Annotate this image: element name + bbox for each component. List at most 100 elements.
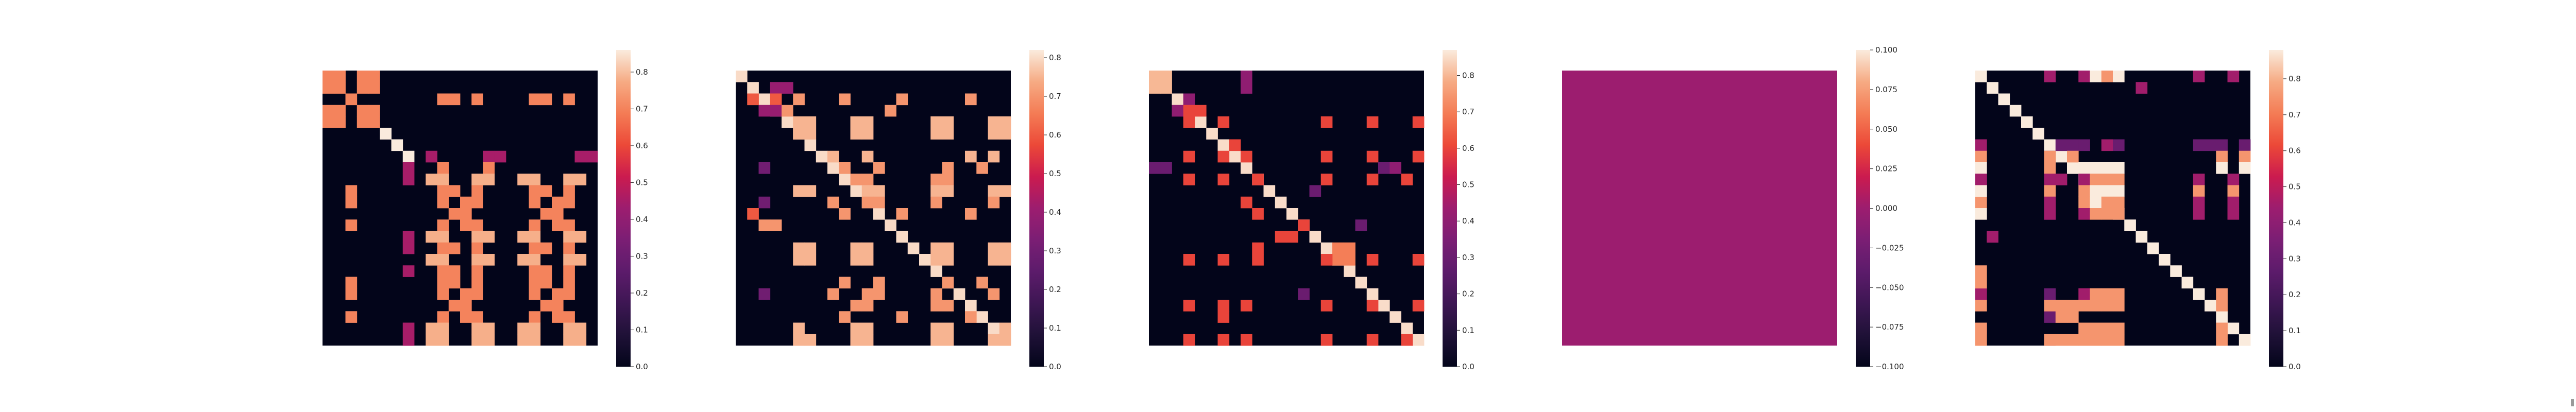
heatmap-cell (1218, 140, 1230, 151)
heatmap-cell (471, 94, 483, 106)
heatmap-cell (529, 334, 541, 346)
heatmap-cell (483, 334, 495, 346)
heatmap-cell (1413, 300, 1425, 312)
heatmap-cell (1195, 116, 1207, 128)
heatmap-cell (1206, 128, 1218, 140)
heatmap-cell (896, 311, 908, 323)
heatmap-cell (1367, 151, 1379, 163)
heatmap-cell (2044, 197, 2056, 209)
heatmap-cell (2044, 162, 2056, 174)
heatmap-cell (930, 254, 942, 266)
heatmap-cell (873, 197, 885, 209)
heatmap-cell (988, 334, 1000, 346)
heatmap-cell (368, 82, 380, 94)
heatmap-cell (965, 311, 977, 323)
heatmap-cell (2032, 128, 2044, 140)
heatmap-cell (529, 197, 541, 209)
heatmap-cell (1367, 116, 1379, 128)
heatmap-cell (2136, 231, 2148, 243)
heatmap-cell (540, 300, 552, 312)
heatmap-cell (862, 254, 874, 266)
heatmap-cell (919, 254, 931, 266)
heatmap-cell (529, 288, 541, 300)
heatmap-cell (1183, 334, 1195, 346)
heatmap-cell (449, 185, 461, 197)
heatmap-background (1562, 71, 1837, 346)
heatmap-cell (540, 243, 552, 254)
heatmap-cell (862, 197, 874, 209)
heatmap-cell (1367, 174, 1379, 185)
heatmap-cell (563, 323, 575, 335)
heatmap-cell (1975, 185, 1987, 197)
heatmap-cell (930, 288, 942, 300)
heatmap-cell (759, 288, 771, 300)
heatmap-cell (368, 71, 380, 82)
heatmap-cell (1160, 71, 1172, 82)
heatmap-cell (1975, 208, 1987, 220)
heatmap-cell (1218, 334, 1230, 346)
heatmap-cell (942, 277, 954, 289)
heatmap-cell (471, 311, 483, 323)
colorbar-tick-label: 0.4 (1049, 208, 1061, 217)
heatmap-cell (2228, 197, 2240, 209)
heatmap-cell (483, 231, 495, 243)
heatmap-cell (2205, 140, 2216, 151)
heatmap-cell (563, 197, 575, 209)
heatmap-cell (368, 105, 380, 117)
heatmap-cell (873, 185, 885, 197)
heatmap-cell (999, 323, 1011, 335)
heatmap-cell (2193, 71, 2205, 82)
heatmap-cell (759, 105, 771, 117)
heatmap-cell (2102, 300, 2113, 312)
heatmap-cell (2078, 288, 2090, 300)
heatmap-cell (563, 174, 575, 185)
heatmap-cell (2193, 140, 2205, 151)
heatmap-cell (403, 162, 415, 174)
heatmap-cell (2078, 162, 2090, 174)
heatmap-cell (2113, 185, 2125, 197)
colorbar-tick-label: 0.6 (636, 141, 648, 150)
heatmap-cell (563, 265, 575, 277)
colorbar-tick-label: 0.7 (636, 104, 648, 113)
heatmap-cell (563, 185, 575, 197)
colorbar-tick-label: 0.7 (1049, 92, 1061, 101)
heatmap-cell (930, 323, 942, 335)
heatmap-cell (1252, 254, 1264, 266)
heatmap-cell (851, 174, 862, 185)
colorbar-tick-label: 0.1 (1049, 323, 1061, 333)
heatmap-cell (1183, 300, 1195, 312)
colorbar-tick-label: 0.0 (1049, 362, 1061, 371)
colorbar-tick-label: 0.000 (1875, 204, 1897, 213)
heatmap-cell (839, 94, 851, 106)
heatmap-cell (552, 197, 564, 209)
heatmap-cell (793, 116, 805, 128)
heatmap-cell (1229, 140, 1241, 151)
heatmap-cell (1344, 265, 1355, 277)
heatmap-cell (2090, 288, 2102, 300)
heatmap-cell (2078, 71, 2090, 82)
heatmap-cell (793, 128, 805, 140)
heatmap-cell (334, 71, 346, 82)
heatmap-cell (437, 94, 449, 106)
heatmap-cell (2078, 185, 2090, 197)
heatmap-cell (529, 243, 541, 254)
heatmap-cell (449, 94, 461, 106)
heatmap-cell (471, 197, 483, 209)
heatmap-cell (862, 151, 874, 163)
heatmap-cell (1229, 151, 1241, 163)
colorbar (1029, 50, 1044, 367)
heatmap-cell (2056, 300, 2067, 312)
heatmap-cell (1367, 334, 1379, 346)
heatmap-cell (2078, 334, 2090, 346)
colorbar-tick-label: 0.2 (636, 288, 648, 298)
heatmap-cell (1975, 71, 1987, 82)
heatmap-cell (2228, 185, 2240, 197)
heatmap-cell (759, 162, 771, 174)
heatmap-cell (999, 116, 1011, 128)
heatmap-cell (851, 254, 862, 266)
colorbar-tick-label: 0.2 (1049, 285, 1061, 294)
heatmap-cell (1367, 254, 1379, 266)
heatmap-cell (1286, 231, 1298, 243)
heatmap-cell (2056, 174, 2067, 185)
